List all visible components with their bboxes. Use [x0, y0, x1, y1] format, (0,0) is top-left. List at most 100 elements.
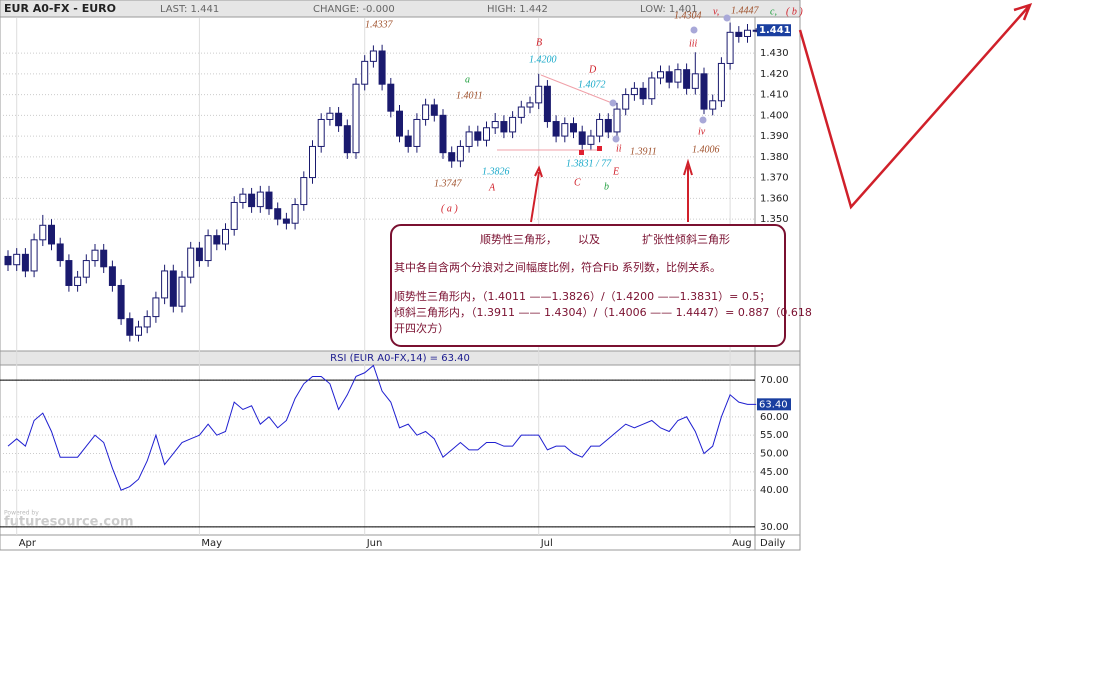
- candle-body: [674, 69, 682, 83]
- annotation: ( a ): [441, 203, 458, 214]
- candle-body: [309, 145, 316, 179]
- candle-body: [700, 73, 708, 110]
- candle-body: [517, 106, 525, 118]
- marker: [597, 146, 602, 151]
- candle-body: [596, 118, 604, 137]
- stat: LOW: 1.401: [640, 4, 698, 15]
- y-tick-label: 60.00: [760, 412, 789, 423]
- candle-body: [230, 201, 238, 230]
- candle-body: [744, 29, 751, 37]
- annotation: E: [612, 166, 619, 177]
- candle-body: [535, 85, 543, 104]
- annotation: D: [588, 64, 597, 75]
- candle-body: [552, 121, 560, 137]
- candle-body: [343, 125, 351, 154]
- y-tick-label: 1.390: [760, 131, 789, 142]
- x-tick-label: Apr: [19, 538, 37, 549]
- candle-body: [483, 127, 490, 141]
- candle-body: [169, 270, 177, 307]
- last-price-label: 1.441: [759, 25, 791, 36]
- stat: LAST: 1.441: [160, 4, 219, 15]
- candle-body: [178, 276, 186, 307]
- stat: CHANGE: -0.000: [313, 4, 395, 15]
- candle-body: [474, 131, 482, 141]
- annotation: 1.4011: [456, 90, 483, 101]
- candle-body: [48, 224, 55, 245]
- y-tick-label: 70.00: [760, 375, 789, 386]
- annotation: a: [465, 74, 470, 85]
- note-line: 顺势性三角形内，（1.4011 ——1.3826）/（1.4200 ——1.38…: [394, 289, 770, 303]
- arrow: [530, 165, 543, 223]
- candle-body: [448, 152, 456, 162]
- candle-body: [500, 121, 508, 133]
- annotation: 1.4304: [674, 10, 702, 21]
- candle-body: [317, 118, 325, 147]
- candle-body: [361, 60, 369, 85]
- candle-body: [630, 87, 638, 96]
- candle-body: [587, 135, 595, 145]
- annotation: 1.3831 / 77: [566, 158, 612, 169]
- candle-body: [326, 112, 334, 120]
- x-tick-label: Aug: [732, 538, 752, 549]
- annotation: B: [536, 37, 542, 48]
- y-tick-label: 45.00: [760, 467, 789, 478]
- note-line: 开四次方）: [394, 321, 449, 335]
- date-bar: [0, 534, 801, 551]
- stat: HIGH: 1.442: [487, 4, 548, 15]
- candle-body: [274, 208, 282, 220]
- candle-body: [222, 228, 229, 245]
- candle-body: [74, 276, 82, 286]
- candle-body: [543, 85, 551, 123]
- annotation: 1.4337: [365, 19, 394, 30]
- candle-body: [735, 31, 743, 37]
- candle-body: [709, 100, 717, 110]
- annotation: iii: [689, 38, 698, 49]
- candle-body: [65, 260, 73, 286]
- note-heading: 顺势性三角形，: [480, 232, 557, 246]
- candle-body: [195, 247, 203, 262]
- candle-body: [265, 191, 273, 210]
- candle-body: [300, 177, 308, 206]
- candle-body: [639, 87, 647, 100]
- drawings: [497, 3, 1033, 223]
- candle-body: [578, 131, 586, 145]
- rsi-bar: [0, 350, 801, 366]
- annotation: 1.4447: [731, 5, 760, 16]
- candle-body: [248, 193, 256, 208]
- annotation: ( b ): [786, 6, 803, 17]
- annotation: A: [488, 182, 496, 193]
- candle-body: [187, 247, 195, 278]
- candle-body: [456, 145, 464, 162]
- candle-body: [683, 69, 691, 89]
- y-tick-label: 1.430: [760, 48, 789, 59]
- candle-body: [82, 260, 90, 278]
- candle-body: [91, 249, 99, 262]
- y-tick-label: 55.00: [760, 430, 789, 441]
- candle-body: [430, 104, 438, 116]
- candle-body: [213, 235, 221, 245]
- candle-body: [378, 50, 386, 85]
- candle-body: [604, 118, 612, 133]
- annotation: b: [604, 181, 609, 192]
- y-tick-label: 1.380: [760, 152, 789, 163]
- y-tick-label: 1.350: [760, 214, 789, 225]
- candle-body: [56, 243, 64, 262]
- candle-body: [404, 135, 412, 147]
- candle-body: [143, 316, 151, 328]
- arrow: [798, 3, 1033, 210]
- annotation: v,: [713, 6, 719, 17]
- candle-body: [352, 83, 360, 154]
- note-heading: 以及: [578, 233, 600, 246]
- candle-body: [13, 253, 21, 266]
- annotation: 1.3826: [482, 166, 510, 177]
- candle-body: [387, 83, 395, 112]
- note-line: 其中各自含两个分浪对之间幅度比例，符合Fib 系列数，比例关系。: [394, 260, 721, 274]
- y-tick-label: 1.400: [760, 110, 789, 121]
- candle-body: [465, 131, 473, 147]
- rsi-tag: [757, 398, 791, 411]
- annotation: 1.4200: [529, 54, 557, 65]
- y-tick-label: 40.00: [760, 485, 789, 496]
- layer: 1.350 1.360 1.370 1.380 1.390 1.400 1.410 1.420…: [0, 5, 803, 549]
- x-tick-label: May: [201, 538, 222, 549]
- annotation: C: [574, 177, 581, 188]
